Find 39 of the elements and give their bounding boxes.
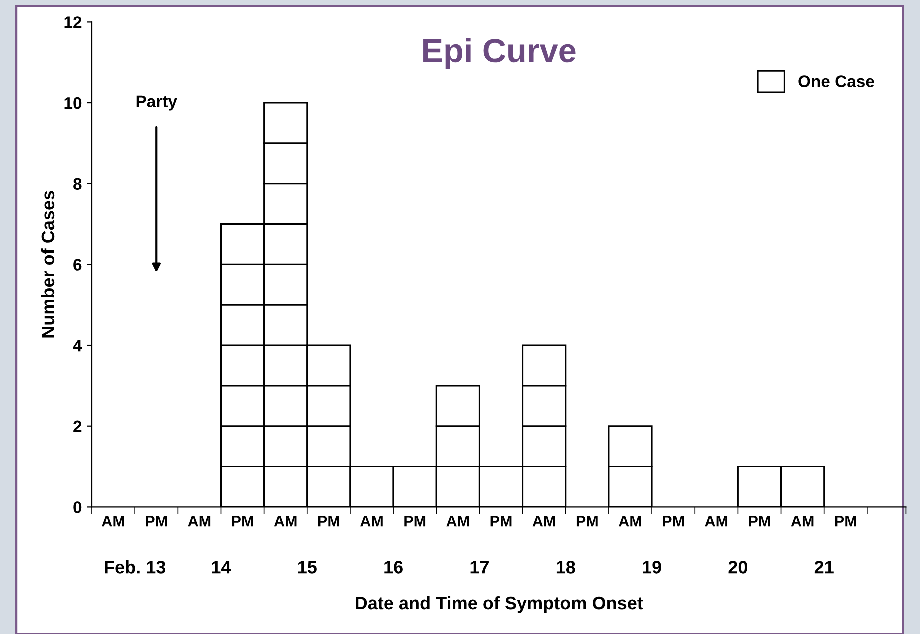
x-tick-label: PM <box>404 516 426 527</box>
y-tick-label: 12 <box>64 16 82 28</box>
x-axis-title: Date and Time of Symptom Onset <box>356 596 644 614</box>
text: 19 <box>643 561 662 574</box>
x-tick-label: AM <box>705 516 728 527</box>
y-tick-label: 6 <box>74 259 82 271</box>
annotation: Party <box>136 96 178 111</box>
y-tick-label: 0 <box>74 502 82 514</box>
chart-title: Epi Curve <box>424 38 576 70</box>
x-tick-label: PM <box>835 516 856 527</box>
text: 14 <box>212 561 232 574</box>
text: Feb. 13 <box>105 560 166 574</box>
text: 21 <box>814 561 834 574</box>
text: 18 <box>556 561 576 574</box>
text: 20 <box>728 561 748 574</box>
x-tick-label: AM <box>188 516 211 527</box>
y-tick-label: 2 <box>74 420 82 432</box>
y-tick-label: 8 <box>74 178 82 190</box>
x-tick-label: AM <box>360 516 383 527</box>
y-axis-title: Number of Cases <box>41 191 55 338</box>
y-tick-label: 4 <box>73 340 82 352</box>
x-tick-label: PM <box>318 516 340 527</box>
x-tick-label: AM <box>102 516 124 527</box>
text: 15 <box>298 561 317 574</box>
x-tick-label: PM <box>576 516 598 527</box>
x-tick-label: PM <box>490 516 512 527</box>
x-tick-label: PM <box>749 516 770 527</box>
x-tick-label: AM <box>274 516 297 527</box>
text: 16 <box>384 561 403 574</box>
text: 17 <box>470 561 489 574</box>
x-tick-label: PM <box>663 516 684 527</box>
y-tick-label: 10 <box>64 97 82 110</box>
x-tick-label: PM <box>146 516 168 527</box>
x-tick-label: PM <box>232 516 254 527</box>
x-tick-label: AM <box>532 516 556 527</box>
x-tick-label: AM <box>791 516 814 527</box>
x-tick-label: AM <box>446 516 470 527</box>
legend-label: One Case <box>798 76 874 88</box>
x-tick-label: AM <box>618 516 642 527</box>
